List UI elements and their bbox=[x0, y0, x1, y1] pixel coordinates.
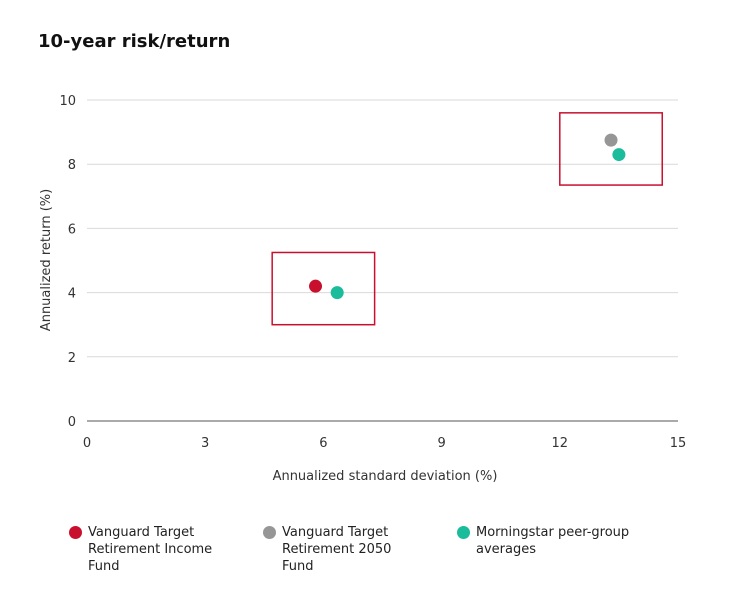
legend-item-peer-group: Morningstar peer-group averages bbox=[457, 524, 629, 558]
highlight-box bbox=[559, 112, 663, 186]
x-tick-label: 0 bbox=[83, 436, 91, 451]
data-point bbox=[330, 286, 344, 300]
tick-labels: 0 2 4 6 8 10 0 3 6 9 12 15 bbox=[59, 94, 686, 451]
legend-label-line: Vanguard Target bbox=[88, 525, 195, 540]
highlight-box bbox=[271, 251, 376, 326]
chart-title: 10-year risk/return bbox=[38, 31, 231, 52]
y-tick-label: 4 bbox=[68, 287, 76, 302]
legend-label-line: averages bbox=[476, 542, 536, 557]
x-tick-label: 3 bbox=[201, 436, 209, 451]
data-points bbox=[309, 133, 626, 300]
legend-item-income: Vanguard Target Retirement Income Fund bbox=[69, 524, 212, 575]
x-axis-label: Annualized standard deviation (%) bbox=[273, 469, 498, 484]
legend: Vanguard Target Retirement Income Fund V… bbox=[0, 524, 729, 594]
legend-marker-icon bbox=[69, 526, 82, 539]
y-tick-label: 6 bbox=[68, 222, 76, 237]
x-tick-label: 9 bbox=[437, 436, 445, 451]
x-tick-label: 12 bbox=[552, 436, 569, 451]
y-tick-label: 8 bbox=[68, 158, 76, 173]
legend-label-line: Retirement Income bbox=[88, 542, 213, 557]
legend-label-line: Vanguard Target bbox=[282, 525, 389, 540]
x-tick-label: 6 bbox=[319, 436, 327, 451]
legend-label-line: Fund bbox=[88, 559, 120, 574]
legend-label-line: Fund bbox=[282, 559, 314, 574]
legend-item-2050: Vanguard Target Retirement 2050 Fund bbox=[263, 524, 391, 575]
legend-marker-icon bbox=[263, 526, 276, 539]
data-point bbox=[612, 148, 626, 162]
x-tick-label: 15 bbox=[670, 436, 687, 451]
y-tick-label: 10 bbox=[59, 94, 76, 109]
legend-label-line: Retirement 2050 bbox=[282, 542, 392, 557]
y-tick-label: 2 bbox=[68, 351, 76, 366]
highlight-boxes bbox=[271, 112, 663, 326]
y-axis-label: Annualized return (%) bbox=[39, 189, 54, 331]
legend-label-line: Morningstar peer-group bbox=[476, 525, 630, 540]
data-point bbox=[604, 133, 618, 147]
data-point bbox=[309, 279, 323, 293]
gridlines bbox=[87, 99, 678, 422]
legend-marker-icon bbox=[457, 526, 470, 539]
y-tick-label: 0 bbox=[68, 415, 76, 430]
